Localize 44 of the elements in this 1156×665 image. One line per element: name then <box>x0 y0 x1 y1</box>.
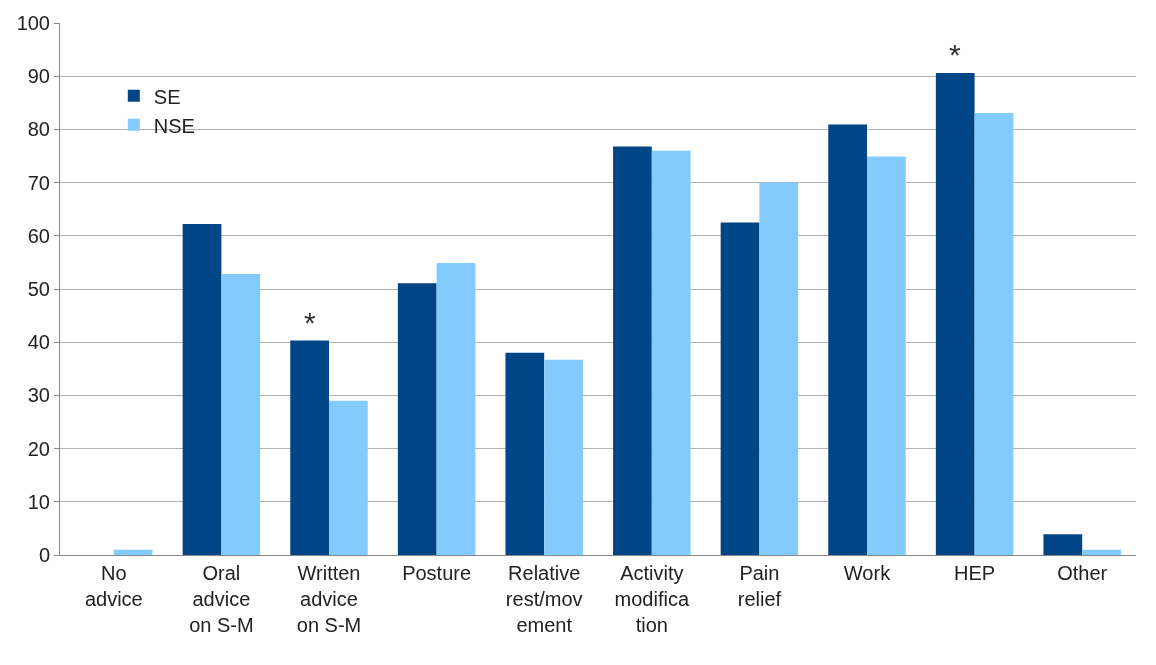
annotation: * <box>304 306 316 339</box>
x-tick-label: Relative rest/movement <box>505 562 583 636</box>
x-tick-label: Written advice on S-M <box>296 562 362 636</box>
y-tick-label: 100 <box>16 12 50 34</box>
bar <box>221 274 261 555</box>
bar <box>397 283 437 555</box>
bar <box>329 400 368 555</box>
bar <box>1082 549 1121 555</box>
y-tick-label: 0 <box>38 544 50 566</box>
x-tick-label: Oral advice on S-M <box>189 562 254 636</box>
y-tick-label: 50 <box>27 278 50 300</box>
x-tick-label: Posture <box>402 562 472 584</box>
bar <box>613 146 652 555</box>
annotation: * <box>949 38 961 71</box>
bar <box>505 352 545 555</box>
legend-label: SE <box>153 85 181 108</box>
bar <box>935 73 975 555</box>
bar <box>720 222 760 555</box>
bar <box>759 182 799 555</box>
bar <box>1043 534 1083 555</box>
bar <box>974 112 1014 555</box>
x-tick-label: Work <box>843 562 892 584</box>
x-tick-label: Activity modification <box>614 562 690 636</box>
legend-label: NSE <box>153 114 195 137</box>
y-tick-label: 10 <box>27 490 50 513</box>
bar <box>828 124 867 555</box>
x-tick-label: Other <box>1057 562 1108 584</box>
y-tick-label: 70 <box>27 171 50 194</box>
y-tick-label: 60 <box>27 224 50 247</box>
y-tick-label: 80 <box>27 118 50 141</box>
x-tick-label: Pain relief <box>737 562 782 610</box>
bar <box>113 549 153 555</box>
bar <box>867 156 906 555</box>
x-tick-label: HEP <box>954 562 996 584</box>
y-tick-label: 40 <box>27 331 50 354</box>
x-tick-label: No advice <box>84 562 143 610</box>
bar <box>182 224 222 555</box>
y-tick-label: 90 <box>27 65 50 88</box>
bar <box>436 262 476 555</box>
bar <box>544 359 583 555</box>
y-tick-label: 20 <box>27 437 50 460</box>
bar <box>651 150 691 555</box>
bar <box>290 340 329 555</box>
y-tick-label: 30 <box>27 384 50 407</box>
